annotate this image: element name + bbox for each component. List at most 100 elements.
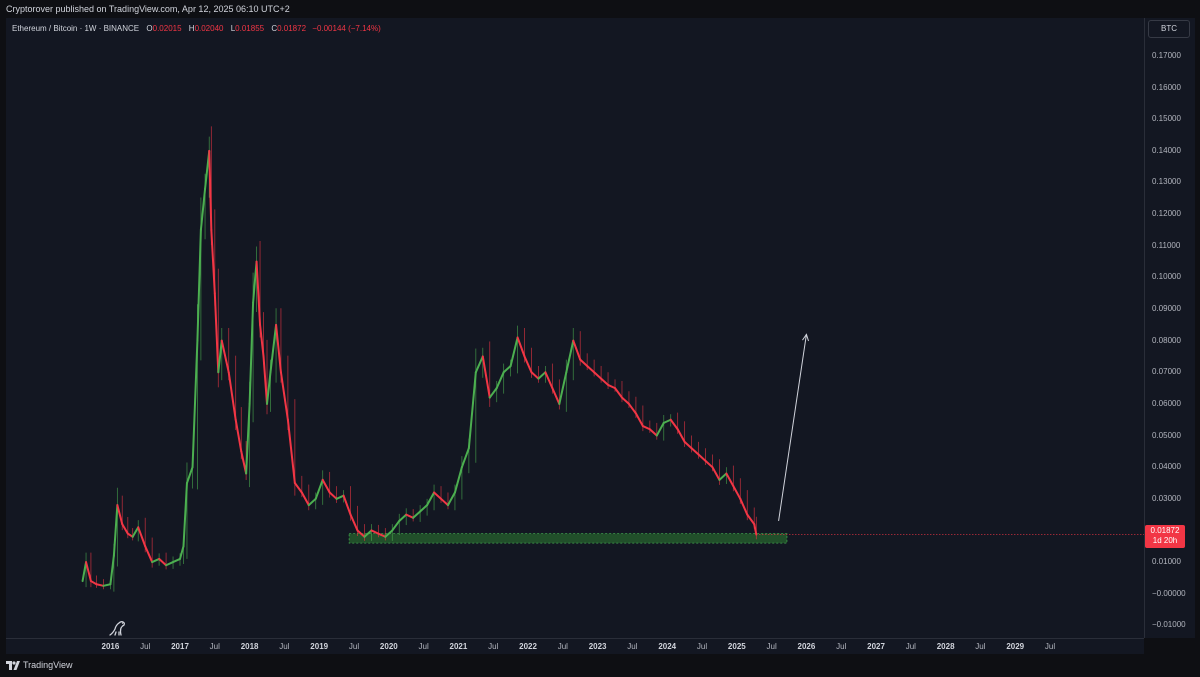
time-tick-label: 2018 [240,642,259,651]
time-tick-label: 2017 [171,642,189,651]
price-segment [182,482,188,548]
price-segment [109,554,115,586]
price-segment [210,228,216,295]
price-segment [502,364,512,374]
price-segment [544,371,554,390]
price-segment [516,336,526,358]
top-bar: Cryptorover published on TradingView.com… [0,0,1200,18]
change-value: −0.00144 (−7.14%) [312,24,381,33]
price-tick-label: 0.05000 [1152,430,1181,440]
price-segment [266,371,272,405]
price-segment [495,371,505,390]
price-segment [196,228,202,342]
price-segment [121,523,129,535]
dino-icon[interactable] [108,619,128,642]
time-tick-label: 2024 [658,642,677,651]
tradingview-logo-icon [6,660,20,670]
time-tick-label: Jul [418,642,429,651]
price-segment [234,418,243,453]
price-segment [172,557,182,564]
low-value: 0.01855 [235,24,265,33]
price-segment [565,339,575,374]
price-segment [481,355,491,399]
price-segment [593,371,603,380]
price-segment [349,513,359,532]
price-tick-label: 0.14000 [1152,145,1181,155]
price-segment [112,504,119,557]
time-tick-label: 2028 [936,642,955,651]
price-segment [558,371,568,405]
price-segment [405,513,415,519]
price-segment [620,396,630,405]
price-segment [293,482,303,494]
price-segment [370,529,380,535]
tradingview-brand: TradingView [23,660,73,670]
price-segment [572,339,582,361]
time-axis[interactable] [6,638,1144,655]
price-segment [669,418,679,431]
price-segment [433,491,443,500]
price-segment [690,447,700,456]
price-tick-label: 0.03000 [1152,493,1181,503]
price-segment [191,339,199,469]
price-segment [199,187,207,231]
price-segment [356,529,366,538]
price-tick-label: 0.06000 [1152,398,1181,408]
price-segment [586,364,596,374]
published-info: Cryptorover published on TradingView.com… [6,4,290,14]
price-segment [426,491,436,507]
high-label: H [188,24,195,33]
price-segment [391,519,401,532]
price-segment [262,355,269,405]
price-segment [131,526,140,538]
price-segment [102,583,112,587]
time-tick-label: Jul [140,642,151,651]
price-segment [89,580,98,586]
price-segment [279,371,289,421]
price-segment [697,453,707,462]
last-price-value: 0.01872 [1150,526,1180,535]
price-segment [440,497,449,507]
price-segment [227,371,237,421]
symbol-name: Ethereum / Bitcoin · 1W · BINANCE [12,24,140,33]
time-tick-label: Jul [488,642,499,651]
time-tick-label: Jul [696,642,708,651]
price-segment [412,510,422,519]
price-segment [607,383,617,390]
time-tick-label: Jul [557,642,568,651]
time-tick-label: 2020 [379,642,398,651]
price-tick-label: −0.00000 [1152,588,1186,598]
price-tick-label: 0.10000 [1152,272,1181,282]
price-segment [275,323,282,374]
price-tick-label: 0.09000 [1152,304,1181,314]
price-segment [363,529,373,538]
price-segment [269,323,278,374]
price-segment [158,557,168,567]
time-tick-label: 2021 [449,642,468,651]
tradingview-logo[interactable]: TradingView [6,660,73,670]
price-segment [151,557,161,564]
time-tick-label: Jul [1044,642,1056,651]
support-zone [348,533,788,544]
price-segment [398,513,408,522]
time-tick-label: Jul [348,642,360,651]
price-segment [627,402,637,415]
price-segment [509,336,519,367]
price-segment [453,466,463,494]
price-segment [95,583,105,587]
price-segment [614,387,623,399]
price-segment [474,355,484,374]
time-tick-label: 2023 [588,642,607,651]
time-tick-label: Jul [975,642,986,651]
close-label: C [271,24,278,33]
price-segment [725,472,735,488]
price-segment [732,485,742,500]
time-tick-label: 2027 [867,642,885,651]
price-segment [467,371,477,450]
price-segment [551,387,561,405]
last-price-marker: 0.01872 1d 20h [1145,525,1185,548]
price-segment [460,447,470,469]
price-segment [307,497,317,507]
currency-button[interactable]: BTC [1148,20,1190,38]
price-tick-label: 0.12000 [1152,209,1181,219]
